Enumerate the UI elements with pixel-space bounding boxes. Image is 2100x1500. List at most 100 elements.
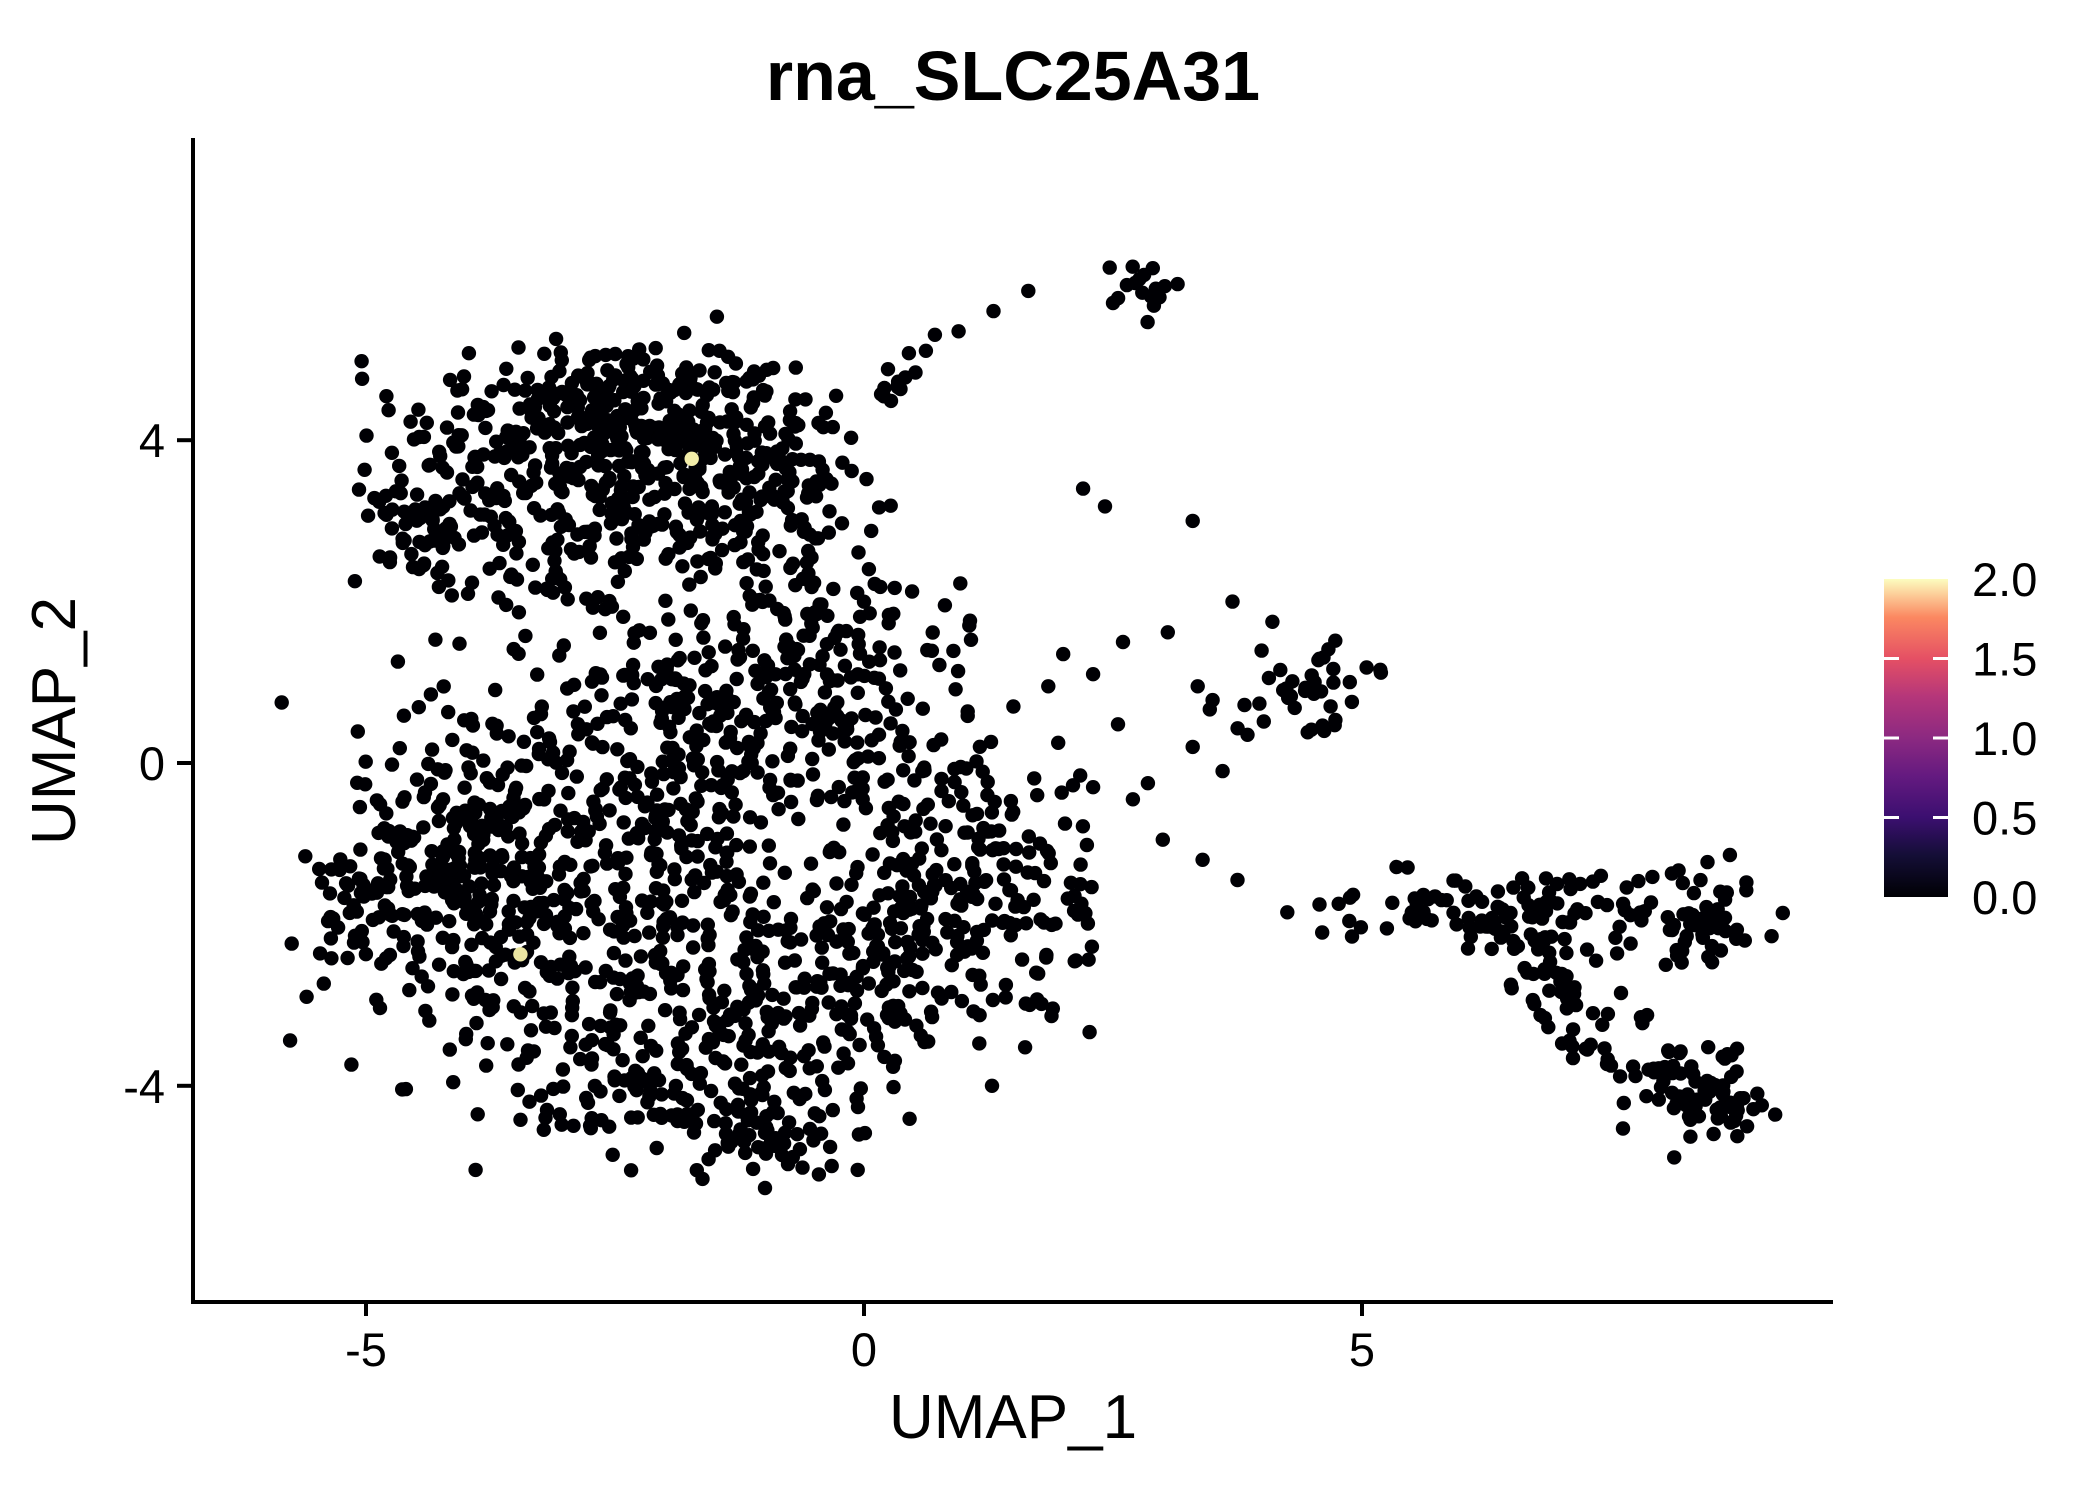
data-point xyxy=(1311,653,1326,668)
data-point xyxy=(1764,929,1779,944)
data-point xyxy=(1051,735,1066,750)
data-point xyxy=(1686,885,1702,901)
data-point xyxy=(708,556,723,571)
data-point xyxy=(965,858,980,874)
data-point xyxy=(850,585,865,601)
data-point xyxy=(525,998,540,1014)
data-point xyxy=(641,471,656,486)
data-point xyxy=(975,945,991,960)
data-point xyxy=(1312,897,1327,912)
data-point xyxy=(677,325,692,341)
data-point xyxy=(905,962,920,978)
data-point xyxy=(777,865,792,880)
data-point xyxy=(431,957,447,972)
data-point xyxy=(564,1028,579,1044)
data-point xyxy=(642,625,658,640)
data-point xyxy=(1568,997,1584,1013)
data-point xyxy=(947,857,962,872)
data-point xyxy=(1195,852,1210,867)
data-point xyxy=(469,1015,484,1031)
data-point xyxy=(743,886,759,901)
data-point xyxy=(593,1018,608,1034)
data-point xyxy=(582,352,597,368)
data-point xyxy=(582,1118,598,1133)
data-point xyxy=(1400,860,1415,875)
data-point xyxy=(536,1122,551,1138)
data-point xyxy=(476,753,491,768)
data-point xyxy=(816,420,831,435)
colorbar-tick-mark xyxy=(1933,816,1948,819)
data-point xyxy=(612,1088,627,1104)
data-point xyxy=(686,1125,702,1140)
data-point xyxy=(850,1099,866,1115)
data-point xyxy=(1030,788,1045,803)
data-point xyxy=(861,562,877,577)
data-point xyxy=(412,429,427,445)
data-point xyxy=(499,361,514,376)
scatter-points-layer xyxy=(274,259,1791,1196)
data-point xyxy=(625,657,641,673)
data-point xyxy=(1486,920,1502,935)
data-point xyxy=(804,1001,820,1017)
data-point xyxy=(441,704,456,720)
data-point xyxy=(750,676,765,692)
data-point xyxy=(581,824,596,839)
data-point xyxy=(802,1121,818,1137)
data-point xyxy=(719,1102,734,1117)
data-point xyxy=(612,889,628,905)
data-point xyxy=(642,925,657,940)
data-point xyxy=(562,949,577,964)
data-point xyxy=(729,671,744,687)
data-point xyxy=(814,940,829,955)
data-point xyxy=(1603,1058,1619,1073)
data-point xyxy=(607,1073,622,1088)
data-point xyxy=(446,964,461,979)
data-point xyxy=(579,454,594,470)
data-point xyxy=(785,452,800,467)
data-point xyxy=(450,383,465,398)
data-point xyxy=(1616,1095,1632,1111)
data-point xyxy=(1331,896,1346,911)
data-point xyxy=(560,465,576,480)
data-point xyxy=(853,1081,868,1096)
y-tick-mark xyxy=(177,761,191,765)
data-point xyxy=(627,928,642,944)
data-point xyxy=(616,815,631,830)
data-point xyxy=(746,741,761,756)
data-point xyxy=(1215,763,1230,779)
data-point xyxy=(1115,634,1131,650)
data-point xyxy=(871,751,887,766)
data-point xyxy=(932,657,947,673)
data-point xyxy=(756,875,771,890)
data-point xyxy=(410,944,426,959)
data-point xyxy=(851,545,866,560)
data-point xyxy=(946,643,961,659)
data-point xyxy=(509,572,525,587)
data-point xyxy=(886,606,901,621)
data-point xyxy=(881,1010,896,1026)
data-point xyxy=(1641,1062,1656,1077)
x-tick-label: -5 xyxy=(345,1323,387,1376)
data-point xyxy=(576,926,591,941)
data-point xyxy=(996,857,1011,872)
data-point xyxy=(390,654,406,669)
data-point xyxy=(738,1016,753,1031)
data-point xyxy=(1085,780,1101,795)
data-point xyxy=(768,1131,783,1146)
data-point xyxy=(479,771,494,786)
data-point xyxy=(1537,1010,1553,1026)
data-point xyxy=(442,914,457,929)
data-point xyxy=(742,810,758,825)
data-point xyxy=(866,900,881,915)
data-point xyxy=(972,1036,987,1051)
data-point xyxy=(530,870,546,885)
data-point xyxy=(1550,896,1565,911)
data-point xyxy=(493,971,509,987)
data-point xyxy=(494,948,509,963)
data-point xyxy=(887,645,902,660)
data-point xyxy=(701,343,716,358)
data-point xyxy=(801,543,816,559)
data-point xyxy=(364,886,380,901)
data-point xyxy=(1185,513,1200,529)
data-point xyxy=(738,707,754,722)
